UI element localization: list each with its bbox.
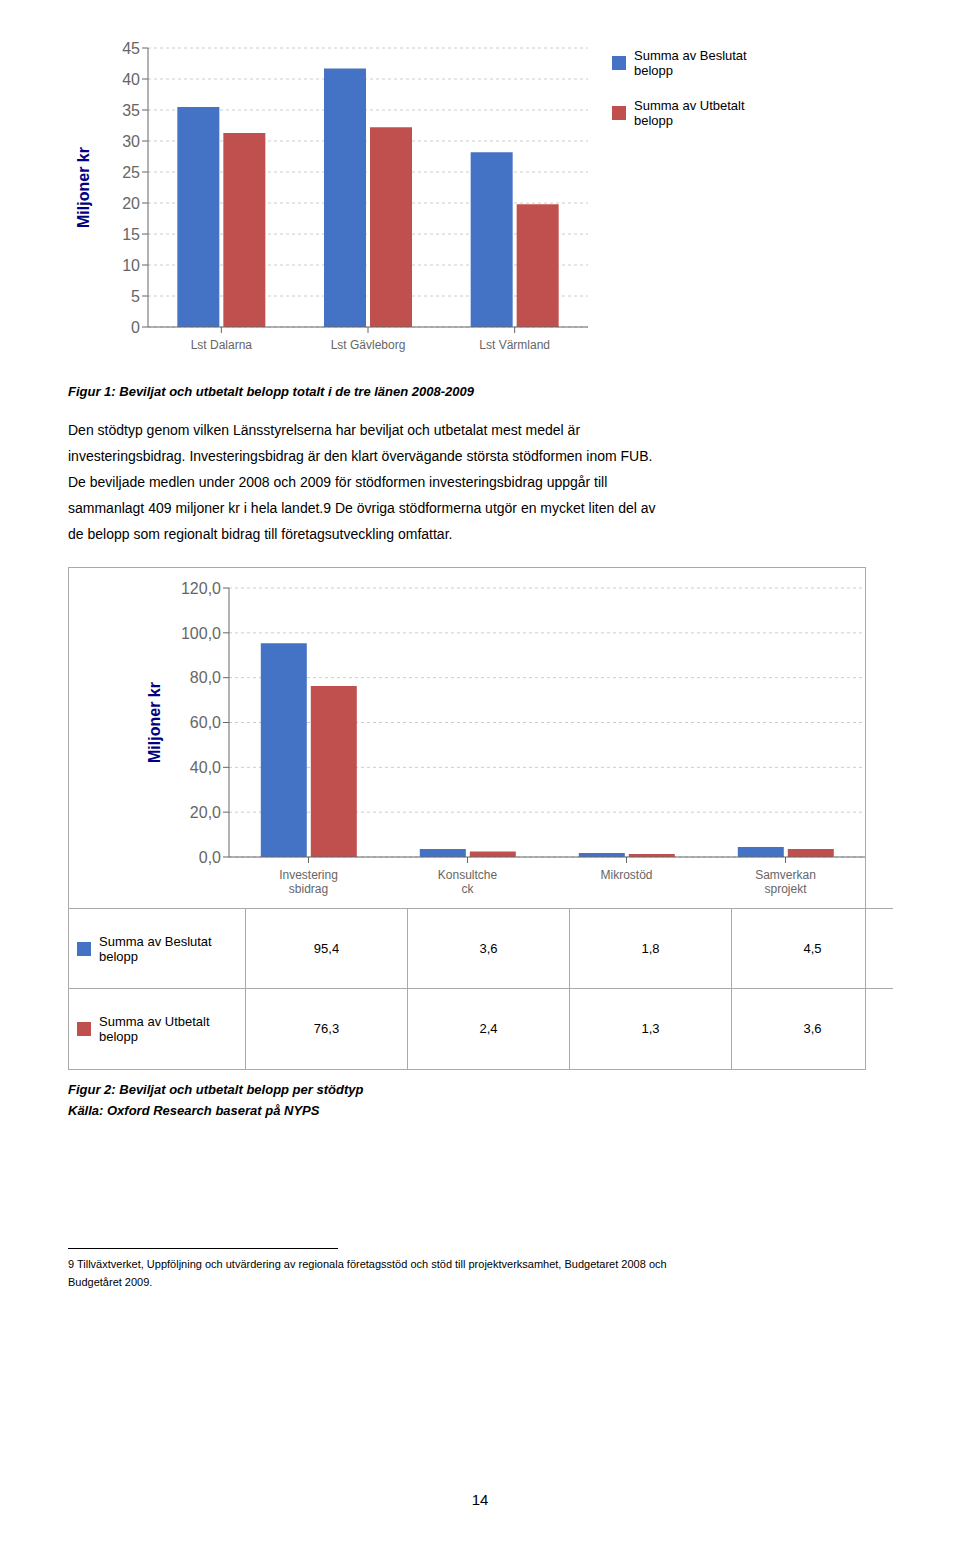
html-text:investeringsbidrag. Investerin: investeringsbidrag. Investeringsbidrag ä… [68,448,653,464]
svg-text:Miljoner kr: Miljoner kr [146,682,163,763]
svg-text:60,0: 60,0 [190,714,221,731]
svg-text:0,0: 0,0 [199,849,221,866]
svg-text:0: 0 [131,319,140,336]
svg-text:100,0: 100,0 [181,625,221,642]
svg-text:Miljoner kr: Miljoner kr [75,147,92,228]
svg-text:Lst Gävleborg: Lst Gävleborg [331,338,406,352]
html-text:Figur 1: Beviljat och utbetalt: Figur 1: Beviljat och utbetalt belopp to… [68,384,474,399]
svg-text:35: 35 [122,102,140,119]
html-text:2,4: 2,4 [479,1021,498,1037]
html-text:Budgetåret 2009.: Budgetåret 2009. [68,1275,153,1288]
html-text:De beviljade medlen under 2008: De beviljade medlen under 2008 och 2009 … [68,474,608,490]
svg-text:Samverkansprojekt: Samverkansprojekt [755,868,816,896]
html-text:sammanlagt 409 miljoner kr i h: sammanlagt 409 miljoner kr i hela landet… [68,500,656,516]
svg-text:45: 45 [122,40,140,57]
svg-text:40: 40 [122,71,140,88]
svg-text:120,0: 120,0 [181,580,221,597]
svg-text:Investeringsbidrag: Investeringsbidrag [279,868,338,896]
svg-text:Lst Värmland: Lst Värmland [479,338,550,352]
html-text:Summa av Utbetalt: Summa av Utbetalt [99,1013,210,1029]
svg-text:30: 30 [122,133,140,150]
html-text:belopp: belopp [634,63,673,78]
html-text:76,3: 76,3 [313,1021,340,1037]
html-text:belopp: belopp [99,948,138,964]
svg-text:80,0: 80,0 [190,669,221,686]
svg-text:Mikrostöd: Mikrostöd [600,868,652,882]
html-text:95,4: 95,4 [313,941,340,956]
svg-text:20,0: 20,0 [190,804,221,821]
svg-text:40,0: 40,0 [190,759,221,776]
svg-text:15: 15 [122,226,140,243]
svg-text:Lst Dalarna: Lst Dalarna [191,338,253,352]
svg-text:10: 10 [122,257,140,274]
svg-text:25: 25 [122,164,140,181]
html-text:Summa av Beslutat: Summa av Beslutat [634,48,747,63]
html-text:Källa: Oxford Research baserat: Källa: Oxford Research baserat på NYPS [68,1102,320,1118]
html-text:3,6: 3,6 [803,1021,822,1037]
html-text:Den stödtyp genom vilken Länss: Den stödtyp genom vilken Länsstyrelserna… [68,422,580,438]
svg-text:Konsultcheck: Konsultcheck [438,868,498,896]
svg-text:20: 20 [122,195,140,212]
html-text:belopp: belopp [634,113,673,128]
html-text:Summa av Utbetalt: Summa av Utbetalt [634,98,745,113]
html-text:belopp: belopp [99,1028,138,1044]
html-text:Summa av Beslutat: Summa av Beslutat [99,933,212,949]
html-text:9 Tillväxtverket, Uppföljning: 9 Tillväxtverket, Uppföljning och utvärd… [68,1257,667,1270]
html-text:Figur 2: Beviljat och utbetalt: Figur 2: Beviljat och utbetalt belopp pe… [68,1081,364,1097]
html-text:de belopp som regionalt bidrag: de belopp som regionalt bidrag till före… [68,526,453,542]
svg-text:5: 5 [131,288,140,305]
html-text:1,3: 1,3 [641,1021,660,1037]
html-text:14: 14 [471,1491,489,1508]
html-text:4,5: 4,5 [803,941,822,956]
html-text:3,6: 3,6 [479,941,498,956]
html-text:1,8: 1,8 [641,941,660,956]
